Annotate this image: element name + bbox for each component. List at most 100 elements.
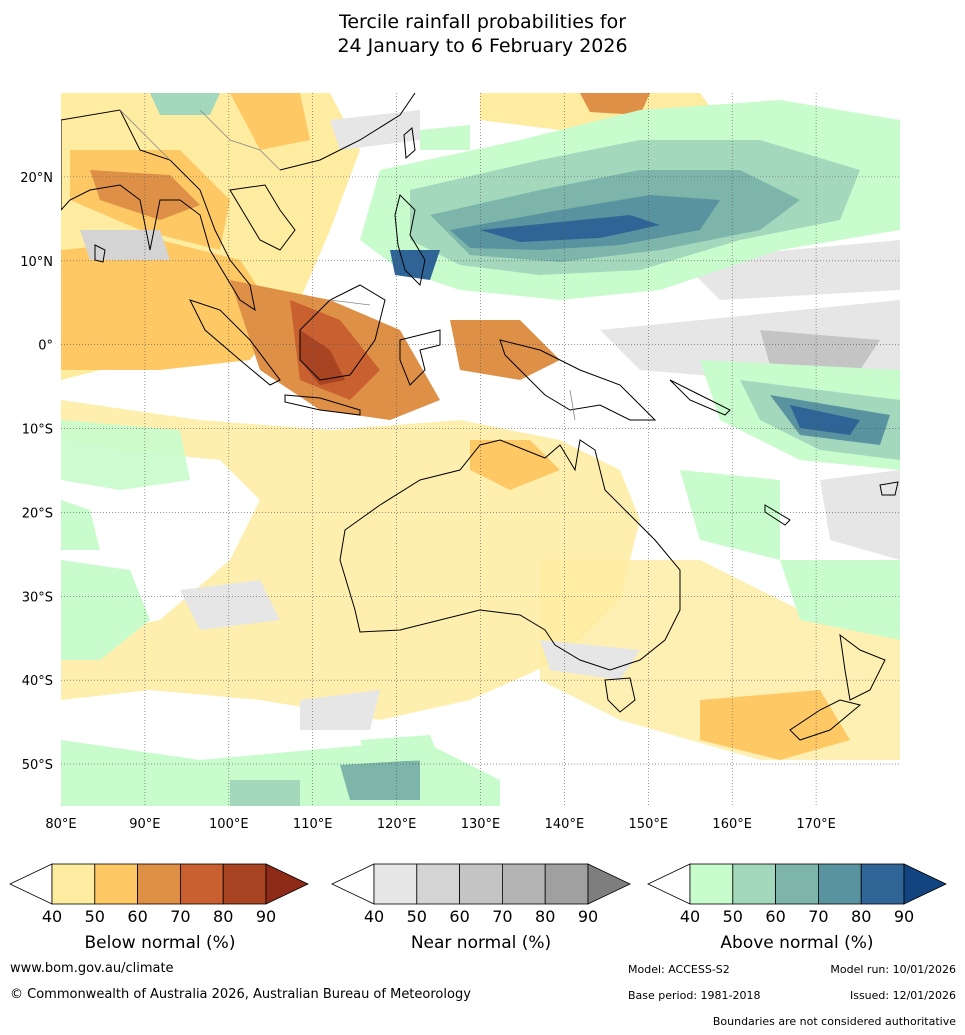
sulawesi-coastline xyxy=(399,329,441,386)
colorbar-tick-label: 60 xyxy=(765,907,785,926)
footer-base-period: Base period: 1981-2018 xyxy=(628,989,761,1002)
colorbar-tick-label: 50 xyxy=(723,907,743,926)
latitude-tick-label: 30°S xyxy=(22,590,53,605)
border-png xyxy=(569,389,576,421)
colorbar-segment xyxy=(544,863,589,905)
border-2 xyxy=(199,109,281,171)
map-panel xyxy=(61,93,900,806)
new-guinea-coastline xyxy=(499,339,657,421)
footer-disclaimer: Boundaries are not considered authoritat… xyxy=(712,1015,956,1028)
colorbar-extend-low xyxy=(647,863,691,905)
colorbar-segment xyxy=(416,863,460,905)
longitude-tick-label: 110°E xyxy=(293,817,333,832)
footer-issued: Issued: 12/01/2026 xyxy=(849,989,956,1002)
colorbar-below: 40 50 60 70 80 90 xyxy=(9,863,309,926)
colorbar-tick-label: 70 xyxy=(808,907,828,926)
title-line-2: 24 January to 6 February 2026 xyxy=(337,35,628,57)
colorbar-extend-low xyxy=(9,863,53,905)
indochina-coastline xyxy=(229,184,296,251)
coastlines xyxy=(61,93,899,741)
longitude-tick-label: 80°E xyxy=(45,817,76,832)
colorbar-tick-label: 80 xyxy=(535,907,555,926)
colorbar-tick-label: 80 xyxy=(213,907,233,926)
colorbar-tick-label: 60 xyxy=(127,907,147,926)
colorbar-segment xyxy=(818,863,862,905)
colorbar-segment xyxy=(373,863,418,905)
fiji-coastline xyxy=(879,481,899,496)
latitude-tick-label: 20°S xyxy=(22,506,53,521)
colorbar-segment xyxy=(137,863,181,905)
colorbar-segment xyxy=(94,863,139,905)
below-normal-shading xyxy=(61,93,900,760)
longitude-tick-label: 90°E xyxy=(129,817,160,832)
colorbar-tick-label: 70 xyxy=(170,907,190,926)
tasmania-coastline xyxy=(604,677,636,713)
colorbar-near: 40 50 60 70 80 90 xyxy=(331,863,631,926)
colorbar-segment xyxy=(775,863,819,905)
colorbar-segment xyxy=(501,863,546,905)
longitude-tick-label: 170°E xyxy=(796,817,836,832)
footer-copyright: © Commonwealth of Australia 2026, Austra… xyxy=(10,987,471,1002)
longitude-tick-label: 130°E xyxy=(461,817,501,832)
colorbar-tick-label: 40 xyxy=(42,907,62,926)
colorbar-label-below: Below normal (%) xyxy=(84,933,236,953)
colorbar-segment xyxy=(689,863,734,905)
footer-model-run: Model run: 10/01/2026 xyxy=(830,963,956,976)
above-normal-shading xyxy=(61,93,900,806)
colorbar-extend-high xyxy=(265,863,309,905)
colorbar-tick-label: 90 xyxy=(894,907,914,926)
south-asia-coastline xyxy=(61,109,256,312)
colorbar-extend-high xyxy=(903,863,947,905)
borders xyxy=(119,109,576,421)
latitude-tick-label: 20°N xyxy=(20,171,53,186)
nz-south-island-coastline xyxy=(789,699,862,741)
colorbar-tick-label: 50 xyxy=(85,907,105,926)
footer-model: Model: ACCESS-S2 xyxy=(628,963,730,976)
border-1 xyxy=(119,109,171,161)
sumatra-coastline xyxy=(189,299,281,386)
longitude-labels: 80°E 90°E 100°E 110°E 120°E 130°E 140°E 150°E 16… xyxy=(45,817,835,832)
australia-coastline xyxy=(339,439,681,671)
latitude-tick-label: 50°S xyxy=(22,758,53,773)
colorbar-extend-high xyxy=(587,863,631,905)
footer-url[interactable]: www.bom.gov.au/climate xyxy=(10,961,174,976)
colorbar-tick-label: 50 xyxy=(407,907,427,926)
colorbar-tick-label: 40 xyxy=(364,907,384,926)
colorbar-segment xyxy=(179,863,224,905)
latitude-tick-label: 40°S xyxy=(22,674,53,689)
new-caledonia-coastline xyxy=(764,504,791,526)
colorbar-tick-label: 90 xyxy=(256,907,276,926)
latitude-labels: 20°N 10°N 0° 10°S 20°S 30°S 40°S 50°S xyxy=(20,171,53,773)
near-normal-shading xyxy=(80,110,900,730)
colorbar-label-above: Above normal (%) xyxy=(720,933,874,953)
latitude-tick-label: 10°N xyxy=(20,255,53,270)
colorbar-segment xyxy=(459,863,503,905)
longitude-tick-label: 120°E xyxy=(377,817,417,832)
colorbar-tick-label: 90 xyxy=(578,907,598,926)
colorbar-segment xyxy=(222,863,267,905)
colorbar-label-near: Near normal (%) xyxy=(410,933,552,953)
colorbar-segment xyxy=(732,863,776,905)
taiwan-coastline xyxy=(403,127,416,160)
colorbar-tick-label: 60 xyxy=(449,907,469,926)
border-borneo xyxy=(329,299,371,306)
colorbar-tick-label: 80 xyxy=(851,907,871,926)
colorbar-segment xyxy=(51,863,96,905)
latitude-tick-label: 0° xyxy=(38,339,53,354)
china-coastline xyxy=(279,93,416,171)
gridlines xyxy=(61,93,900,806)
colorbar-tick-label: 70 xyxy=(492,907,512,926)
borneo-coastline xyxy=(299,284,386,381)
colorbar-above: 40 50 60 70 80 90 xyxy=(647,863,947,926)
sri-lanka-coastline xyxy=(94,244,106,263)
colorbar-extend-low xyxy=(331,863,375,905)
solomon-islands-coastline xyxy=(669,379,731,416)
longitude-tick-label: 150°E xyxy=(629,817,669,832)
latitude-tick-label: 10°S xyxy=(22,423,53,438)
philippines-coastline xyxy=(394,194,426,287)
longitude-tick-label: 100°E xyxy=(209,817,249,832)
longitude-tick-label: 160°E xyxy=(712,817,752,832)
colorbar-segment xyxy=(860,863,905,905)
java-coastline xyxy=(284,394,361,416)
